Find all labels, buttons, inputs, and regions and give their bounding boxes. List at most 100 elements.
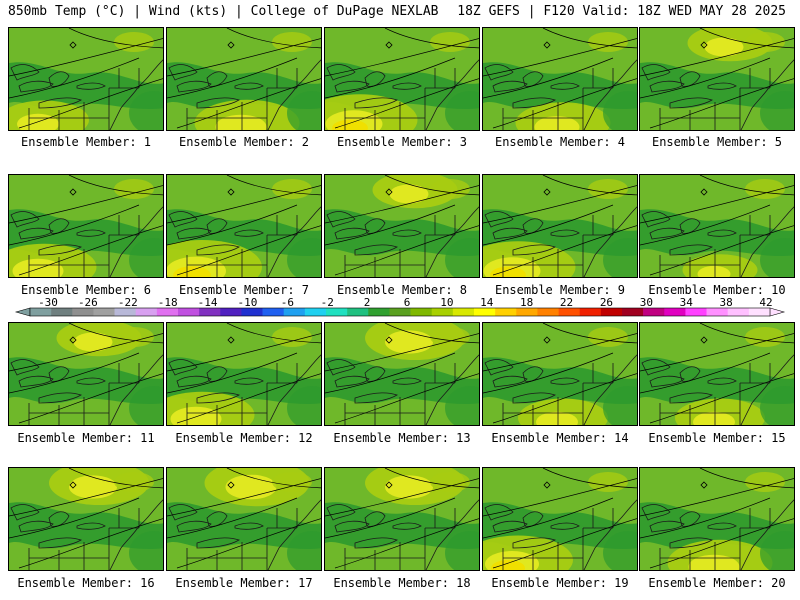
- temperature-map: [9, 468, 163, 570]
- ensemble-member-label: Ensemble Member: 16: [17, 576, 155, 590]
- colorbar-tick-label: -2: [321, 296, 334, 309]
- colorbar-tick-label: 42: [759, 296, 772, 309]
- wind-streamlines: [167, 28, 321, 129]
- ensemble-map-panel: [324, 322, 480, 426]
- ensemble-member-label: Ensemble Member: 18: [333, 576, 471, 590]
- map-boundaries: [10, 499, 163, 570]
- colorbar-swatch: [706, 308, 729, 316]
- map-boundaries: [641, 354, 794, 425]
- colorbar-swatch: [579, 308, 602, 316]
- colorbar-swatch: [93, 308, 115, 316]
- ensemble-member-label: Ensemble Member: 11: [17, 431, 155, 445]
- colorbar-swatch: [326, 308, 348, 316]
- ensemble-map-panel: [324, 27, 480, 131]
- temperature-colorbar: -30 -26 -22 -18 -14 -10 -6 -2 2 6 10 14 18 22 26 30 34 38…: [14, 296, 786, 321]
- map-boundaries: [484, 59, 637, 130]
- ensemble-map-panel: [166, 322, 322, 426]
- chart-title-right: 18Z GEFS | F120 Valid: 18Z WED MAY 28 20…: [457, 4, 786, 19]
- map-boundaries: [326, 59, 479, 130]
- temperature-map: [325, 323, 479, 425]
- map-boundaries: [641, 59, 794, 130]
- wind-streamlines: [167, 175, 321, 276]
- ensemble-map-panel: [482, 174, 638, 278]
- temperature-map: [640, 28, 794, 130]
- ensemble-member-label: Ensemble Member: 8: [336, 283, 468, 297]
- colorbar-swatch: [474, 308, 496, 316]
- colorbar-swatch: [495, 308, 517, 316]
- temperature-map: [167, 175, 321, 277]
- chart-title-left: 850mb Temp (°C) | Wind (kts) | College o…: [8, 4, 439, 19]
- colorbar-swatch: [622, 308, 644, 316]
- temperature-map: [325, 175, 479, 277]
- map-boundaries: [10, 59, 163, 130]
- ensemble-member-label: Ensemble Member: 2: [178, 135, 310, 149]
- ensemble-member-label: Ensemble Member: 1: [20, 135, 152, 149]
- ensemble-member-label: Ensemble Member: 3: [336, 135, 468, 149]
- ensemble-map-panel: [8, 174, 164, 278]
- map-boundaries: [641, 499, 794, 570]
- colorbar-swatch: [537, 308, 559, 316]
- ensemble-member-label: Ensemble Member: 5: [651, 135, 783, 149]
- colorbar-tick-label: -22: [118, 296, 138, 309]
- colorbar-swatch: [558, 308, 581, 316]
- colorbar-tick-label: 14: [480, 296, 494, 309]
- colorbar-tick-label: 30: [640, 296, 653, 309]
- wind-streamlines: [167, 468, 321, 569]
- colorbar-swatch: [114, 308, 137, 316]
- ensemble-member-label: Ensemble Member: 12: [175, 431, 313, 445]
- ensemble-member-label: Ensemble Member: 20: [648, 576, 786, 590]
- colorbar-swatch: [748, 308, 771, 316]
- colorbar-swatch: [452, 308, 475, 316]
- ensemble-map-panel: [166, 174, 322, 278]
- colorbar-swatch: [304, 308, 327, 316]
- colorbar-swatch: [135, 308, 158, 316]
- colorbar-swatch: [347, 308, 369, 316]
- colorbar-swatch: [643, 308, 665, 316]
- colorbar-tick-label: -26: [78, 296, 98, 309]
- colorbar-swatch: [262, 308, 285, 316]
- wind-streamlines: [640, 175, 794, 276]
- map-boundaries: [10, 206, 163, 277]
- map-boundaries: [10, 354, 163, 425]
- map-boundaries: [326, 499, 479, 570]
- temperature-map: [325, 28, 479, 130]
- colorbar-swatch: [178, 308, 200, 316]
- map-boundaries: [484, 354, 637, 425]
- temperature-map: [483, 28, 637, 130]
- wind-streamlines: [640, 323, 794, 424]
- ensemble-member-label: Ensemble Member: 19: [491, 576, 629, 590]
- ensemble-member-label: Ensemble Member: 9: [494, 283, 626, 297]
- wind-streamlines: [167, 323, 321, 424]
- temperature-map: [325, 468, 479, 570]
- map-boundaries: [168, 59, 321, 130]
- wind-streamlines: [640, 468, 794, 569]
- colorbar-tick-label: -14: [198, 296, 218, 309]
- ensemble-map-panel: [639, 174, 795, 278]
- colorbar-tick-label: -18: [158, 296, 178, 309]
- colorbar-tick-label: 10: [440, 296, 453, 309]
- ensemble-map-panel: [166, 467, 322, 571]
- ensemble-map-panel: [639, 467, 795, 571]
- map-boundaries: [168, 354, 321, 425]
- colorbar-swatch: [685, 308, 707, 316]
- wind-streamlines: [9, 28, 163, 129]
- wind-streamlines: [325, 175, 479, 276]
- map-boundaries: [484, 499, 637, 570]
- temperature-map: [167, 28, 321, 130]
- ensemble-map-panel: [639, 27, 795, 131]
- ensemble-map-panel: [482, 467, 638, 571]
- ensemble-map-panel: [324, 467, 480, 571]
- colorbar-low-arrow: [14, 307, 31, 317]
- ensemble-member-label: Ensemble Member: 14: [491, 431, 629, 445]
- colorbar-swatch: [156, 308, 179, 316]
- ensemble-map-panel: [166, 27, 322, 131]
- ensemble-member-label: Ensemble Member: 7: [178, 283, 310, 297]
- ensemble-map-panel: [639, 322, 795, 426]
- ensemble-member-label: Ensemble Member: 4: [494, 135, 626, 149]
- colorbar-swatch: [516, 308, 538, 316]
- temperature-map: [9, 323, 163, 425]
- wind-streamlines: [483, 468, 637, 569]
- colorbar-tick-label: 34: [680, 296, 694, 309]
- map-boundaries: [484, 206, 637, 277]
- temperature-map: [9, 175, 163, 277]
